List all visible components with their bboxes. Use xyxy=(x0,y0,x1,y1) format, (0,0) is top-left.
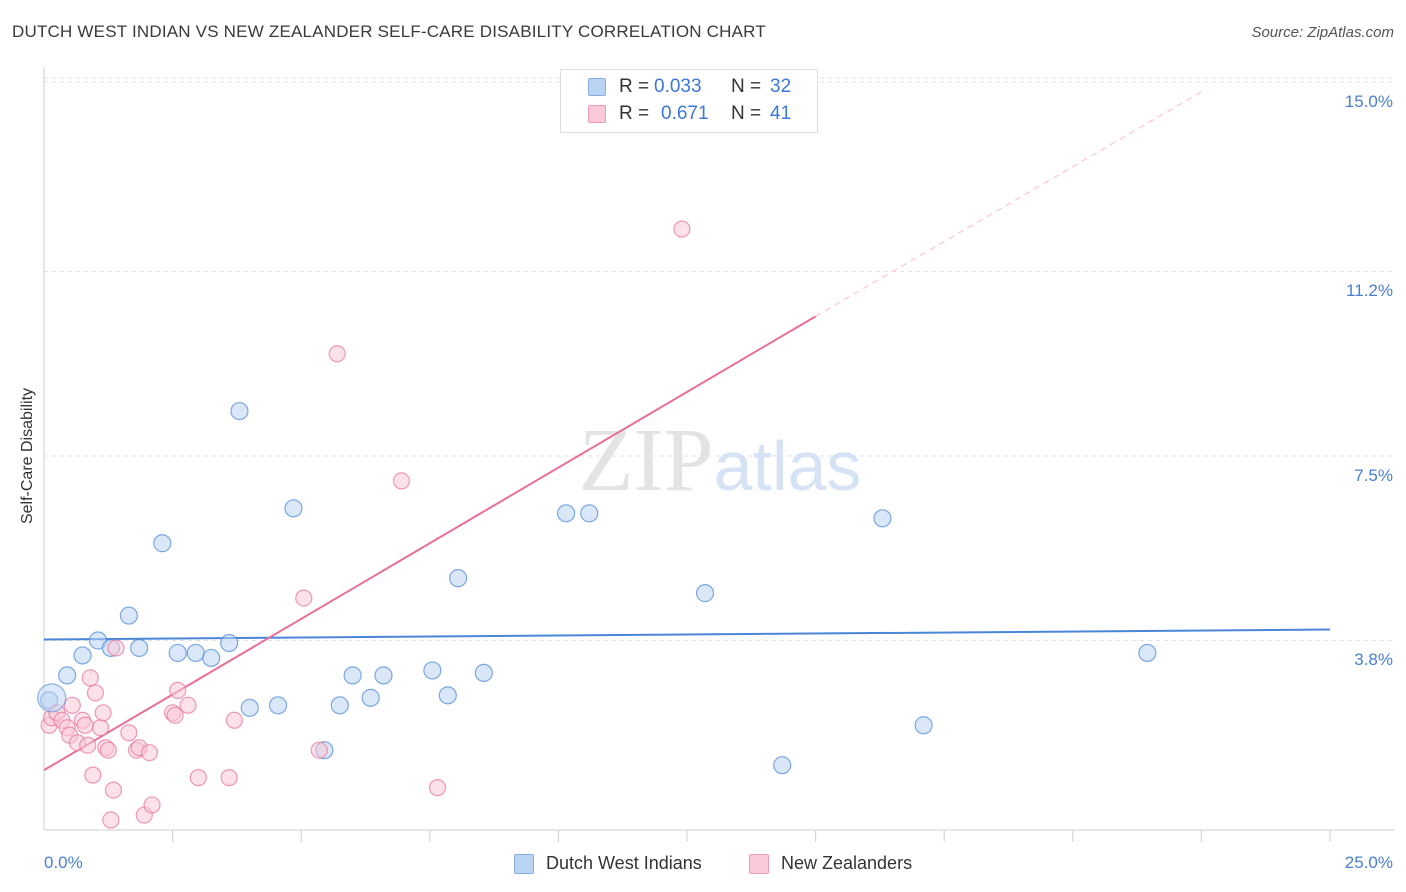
axis-layer xyxy=(43,67,1394,842)
source-label: Source: ZipAtlas.com xyxy=(1251,24,1394,41)
legend-label: New Zealanders xyxy=(781,853,913,873)
point-new-zealanders xyxy=(179,696,197,714)
x-tick-max: 25.0% xyxy=(1344,853,1393,872)
point-dutch-west-indians xyxy=(168,643,187,663)
point-dutch-west-indians xyxy=(130,638,149,658)
point-dutch-west-indians xyxy=(268,696,288,715)
point-dutch-west-indians xyxy=(438,686,457,705)
point-dutch-west-indians xyxy=(58,666,77,685)
point-new-zealanders xyxy=(86,684,105,702)
point-dutch-west-indians xyxy=(474,663,493,683)
point-new-zealanders xyxy=(107,639,125,657)
point-new-zealanders xyxy=(310,741,328,759)
point-new-zealanders xyxy=(63,696,81,714)
legend-swatch-pink xyxy=(749,854,769,874)
point-dutch-west-indians-cluster xyxy=(37,683,67,713)
point-new-zealanders xyxy=(169,681,187,699)
stats-legend: R = 0.033 N = 32 R = 0.671 N = 41 xyxy=(560,69,818,133)
point-dutch-west-indians xyxy=(557,504,576,523)
stats-row-new-zealanders: R = 0.671 N = 41 xyxy=(561,101,817,128)
watermark: ZIPatlas xyxy=(579,411,862,510)
point-dutch-west-indians xyxy=(580,504,599,523)
point-dutch-west-indians xyxy=(448,569,468,588)
y-tick-label: 11.2% xyxy=(1346,281,1393,301)
n-key: N = xyxy=(731,76,762,97)
trend-line-extension xyxy=(815,91,1202,317)
point-new-zealanders xyxy=(76,716,94,734)
point-new-zealanders xyxy=(81,669,99,687)
n-value: 32 xyxy=(770,76,792,97)
point-new-zealanders xyxy=(220,769,238,787)
point-new-zealanders xyxy=(143,796,161,814)
y-tick-label: 7.5% xyxy=(1354,465,1393,485)
n-value: 41 xyxy=(770,103,792,124)
point-new-zealanders xyxy=(99,741,117,759)
point-new-zealanders xyxy=(673,220,691,238)
legend-swatch-blue xyxy=(514,854,534,874)
point-new-zealanders xyxy=(120,724,138,742)
legend-label: Dutch West Indians xyxy=(546,853,702,873)
r-key: R = xyxy=(619,103,650,124)
point-new-zealanders xyxy=(428,779,447,797)
point-dutch-west-indians xyxy=(284,499,303,518)
point-new-zealanders xyxy=(392,472,411,490)
point-dutch-west-indians xyxy=(695,584,715,603)
point-dutch-west-indians xyxy=(73,646,92,665)
n-key: N = xyxy=(731,103,762,124)
point-new-zealanders xyxy=(91,719,110,737)
point-dutch-west-indians xyxy=(220,633,239,653)
point-dutch-west-indians xyxy=(914,716,933,735)
grid-layer xyxy=(44,77,1394,641)
point-new-zealanders xyxy=(189,769,207,787)
r-key: R = xyxy=(619,76,650,97)
legend-swatch-blue xyxy=(588,78,606,96)
point-new-zealanders xyxy=(94,704,112,722)
point-new-zealanders xyxy=(104,781,123,799)
point-dutch-west-indians xyxy=(119,606,138,625)
point-new-zealanders xyxy=(79,736,97,754)
point-dutch-west-indians xyxy=(873,509,892,528)
legend-swatch-pink xyxy=(588,105,606,123)
point-dutch-west-indians xyxy=(240,698,259,717)
stats-row-dutch-west-indians: R = 0.033 N = 32 xyxy=(561,74,817,101)
point-new-zealanders xyxy=(328,345,346,363)
point-new-zealanders xyxy=(295,589,313,607)
point-new-zealanders xyxy=(225,711,243,729)
point-dutch-west-indians xyxy=(343,666,362,685)
points-layer xyxy=(37,220,1157,829)
point-dutch-west-indians xyxy=(374,666,393,685)
r-value: 0.033 xyxy=(654,76,702,97)
y-tick-label: 3.8% xyxy=(1354,650,1393,670)
point-new-zealanders xyxy=(84,766,102,784)
point-dutch-west-indians xyxy=(423,661,442,680)
point-dutch-west-indians xyxy=(153,534,172,553)
point-dutch-west-indians xyxy=(202,648,221,668)
trend-line-blue xyxy=(43,628,1331,641)
point-new-zealanders xyxy=(140,744,159,762)
point-dutch-west-indians xyxy=(773,756,792,775)
y-tick-label: 15.0% xyxy=(1344,91,1393,111)
point-dutch-west-indians xyxy=(361,688,380,707)
point-dutch-west-indians xyxy=(230,401,249,421)
x-tick-min: 0.0% xyxy=(44,853,83,872)
point-new-zealanders xyxy=(102,811,120,829)
point-dutch-west-indians xyxy=(1138,643,1157,663)
point-dutch-west-indians xyxy=(330,696,349,715)
point-dutch-west-indians xyxy=(186,643,205,663)
chart-title: DUTCH WEST INDIAN VS NEW ZEALANDER SELF-… xyxy=(12,22,766,41)
r-value: 0.671 xyxy=(661,103,709,124)
point-new-zealanders xyxy=(166,706,184,724)
